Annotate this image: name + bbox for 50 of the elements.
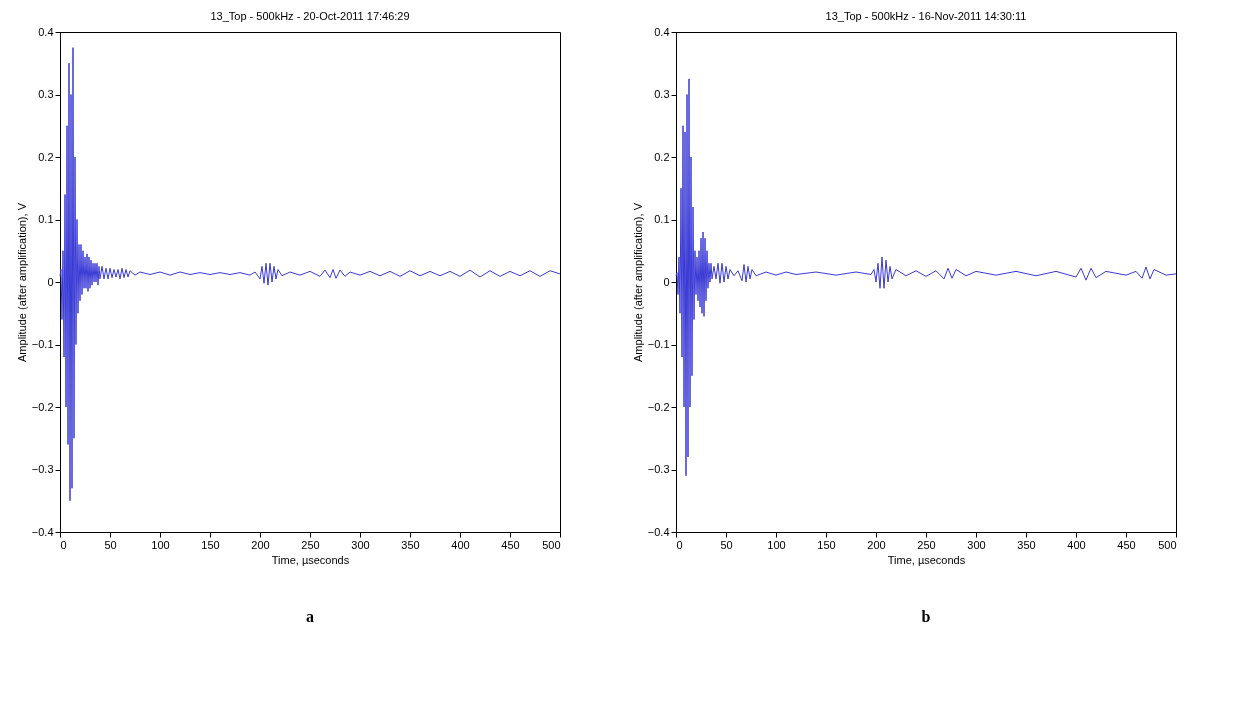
y-tick-label: −0.4	[31, 525, 54, 538]
x-tick-label: 350	[1017, 538, 1036, 551]
y-tick-label: 0.1	[654, 213, 670, 225]
x-tick-label: 200	[867, 538, 886, 551]
chart-title: 13_Top - 500kHz - 20-Oct-2011 17:46:29	[210, 10, 410, 22]
y-tick-label: −0.2	[647, 400, 670, 413]
y-tick-label: 0	[47, 275, 54, 288]
x-axis-title: Time, µseconds	[887, 553, 966, 566]
x-tick-label: 400	[1067, 538, 1086, 551]
x-tick-label: 300	[351, 538, 370, 551]
x-tick-label: 150	[201, 538, 220, 551]
text: a	[306, 608, 314, 625]
y-tick-label: 0.4	[38, 25, 54, 38]
x-tick-label: 450	[501, 538, 520, 551]
y-tick-label: 0.3	[654, 88, 670, 100]
x-tick-label: 400	[451, 538, 470, 551]
y-tick-label: −0.1	[31, 338, 54, 350]
y-tick-label: 0.2	[654, 150, 670, 163]
y-tick-label: 0.2	[38, 150, 54, 163]
y-tick-label: 0.1	[38, 213, 54, 225]
x-tick-label: 350	[401, 538, 420, 551]
x-tick-label: 450	[1117, 538, 1136, 551]
y-tick-label: 0	[663, 275, 670, 288]
x-tick-label: 50	[720, 538, 733, 551]
y-tick-label: 0.4	[654, 25, 670, 38]
line-series	[675, 78, 1177, 477]
y-axis-title: Amplitude (after amplification), V	[15, 202, 28, 362]
y-tick-label: −0.3	[31, 463, 54, 475]
x-tick-label: 150	[817, 538, 836, 551]
y-tick-label: −0.3	[647, 463, 670, 475]
x-tick-label: 50	[104, 538, 117, 551]
y-tick-label: 0.3	[38, 88, 54, 100]
y-tick-label: −0.1	[647, 338, 670, 350]
x-tick-label: 0	[676, 538, 683, 551]
y-axis-title: Amplitude (after amplification), V	[631, 202, 644, 362]
x-tick-label: 300	[967, 538, 986, 551]
line-series	[59, 47, 561, 502]
x-tick-label: 250	[301, 538, 320, 551]
y-tick-label: −0.4	[647, 525, 670, 538]
x-tick-label: 500	[542, 538, 561, 551]
chart-title: 13_Top - 500kHz - 16-Nov-2011 14:30:11	[825, 10, 1027, 22]
x-tick-label: 100	[151, 538, 170, 551]
x-tick-label: 200	[251, 538, 270, 551]
x-tick-label: 0	[60, 538, 67, 551]
x-tick-label: 100	[767, 538, 786, 551]
text: b	[921, 608, 931, 625]
y-tick-label: −0.2	[31, 400, 54, 413]
x-tick-label: 250	[917, 538, 936, 551]
x-tick-label: 500	[1158, 538, 1177, 551]
x-axis-title: Time, µseconds	[271, 553, 350, 566]
